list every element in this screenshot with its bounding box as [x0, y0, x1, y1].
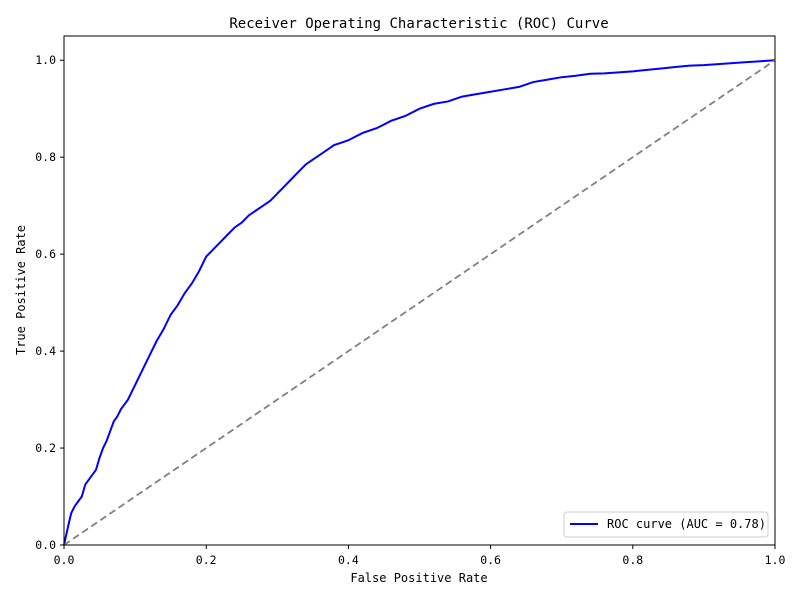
y-tick-label: 0.0: [35, 538, 56, 552]
y-axis-label: True Positive Rate: [14, 225, 28, 355]
chart-title: Receiver Operating Characteristic (ROC) …: [229, 16, 608, 32]
y-tick-label: 0.6: [35, 247, 56, 261]
y-tick-label: 0.4: [35, 344, 56, 358]
x-tick-label: 0.8: [622, 553, 643, 567]
x-tick-label: 0.0: [54, 553, 75, 567]
x-tick-label: 0.4: [338, 553, 359, 567]
x-axis-label: False Positive Rate: [350, 571, 487, 585]
y-axis-ticks: 0.0 0.2 0.4 0.6 0.8 1.0: [35, 53, 64, 552]
legend-box: [563, 511, 769, 538]
x-axis-ticks: 0.0 0.2 0.4 0.6 0.8 1.0: [54, 545, 786, 567]
y-tick-label: 1.0: [35, 53, 56, 67]
series-layer: [63, 59, 776, 546]
y-tick-label: 0.2: [35, 441, 56, 455]
axes-frame: [63, 35, 776, 546]
roc-curve-line: [63, 59, 776, 546]
legend-label: ROC curve (AUC = 0.78): [607, 517, 766, 531]
y-tick-label: 0.8: [35, 150, 56, 164]
x-tick-label: 1.0: [765, 553, 786, 567]
legend: ROC curve (AUC = 0.78): [563, 511, 769, 538]
plot-area: 0.0 0.2 0.4 0.6 0.8 1.0 0.0 0.2 0.4 0.6 0.8 1.0: [35, 35, 786, 567]
chance-diagonal-line: [63, 59, 776, 546]
x-tick-label: 0.6: [480, 553, 501, 567]
x-tick-label: 0.2: [196, 553, 217, 567]
